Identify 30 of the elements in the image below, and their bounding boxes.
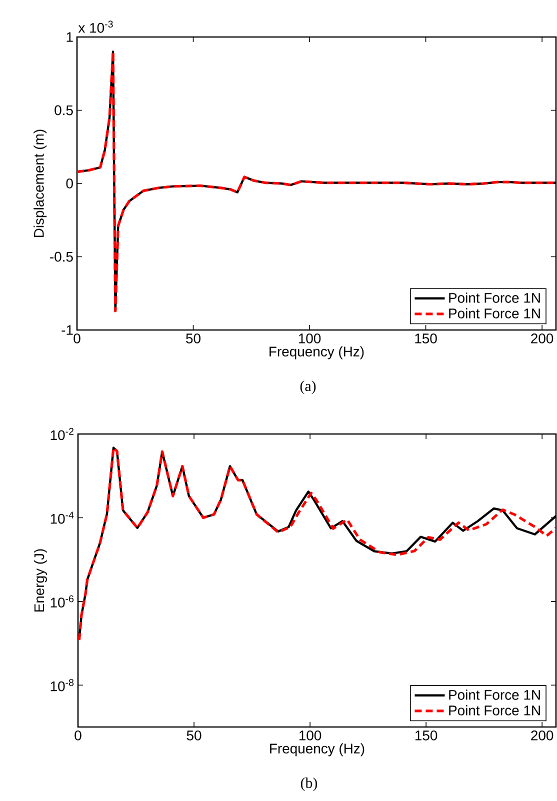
legend-label: Point Force 1N: [449, 292, 540, 303]
y-tick-label: 0: [66, 178, 73, 188]
text: (b): [300, 778, 318, 792]
legend-label: Point Force 1N: [449, 705, 540, 716]
x-axis-title: Frequency (Hz): [270, 346, 364, 360]
y-tick-label: 0.5: [54, 105, 73, 116]
legend-label: Point Force 1N: [449, 690, 540, 700]
x-tick-label: 100: [299, 730, 322, 740]
y-tick-label: 10$^{-6}$: [50, 595, 74, 608]
x-tick-label: 150: [415, 730, 438, 740]
x-tick-label: 0: [74, 730, 82, 740]
x-tick-label: 150: [415, 334, 437, 344]
y-tick-label: -1: [62, 325, 73, 335]
x-tick-label: 100: [298, 334, 321, 344]
legend-label: Point Force 1N: [449, 308, 540, 318]
text: x 10$^{-3}$: [78, 20, 113, 33]
x-tick-label: 200: [531, 730, 554, 740]
x-axis-title: Frequency (Hz): [270, 743, 364, 756]
y-axis-title: Energy (J): [34, 549, 47, 612]
x-tick-label: 50: [186, 730, 202, 740]
y-tick-label: -0.5: [50, 252, 73, 262]
y-tick-label: 1: [66, 32, 73, 42]
y-tick-label: 10$^{-2}$: [50, 428, 74, 440]
x-tick-label: 200: [531, 334, 554, 344]
y-tick-label: 10$^{-8}$: [50, 679, 74, 692]
x-tick-label: 0: [74, 334, 80, 344]
y-axis-title: Displacement (m): [34, 130, 47, 238]
x-tick-label: 50: [186, 334, 200, 344]
y-tick-label: 10$^{-4}$: [50, 512, 74, 524]
text: (a): [300, 380, 316, 394]
